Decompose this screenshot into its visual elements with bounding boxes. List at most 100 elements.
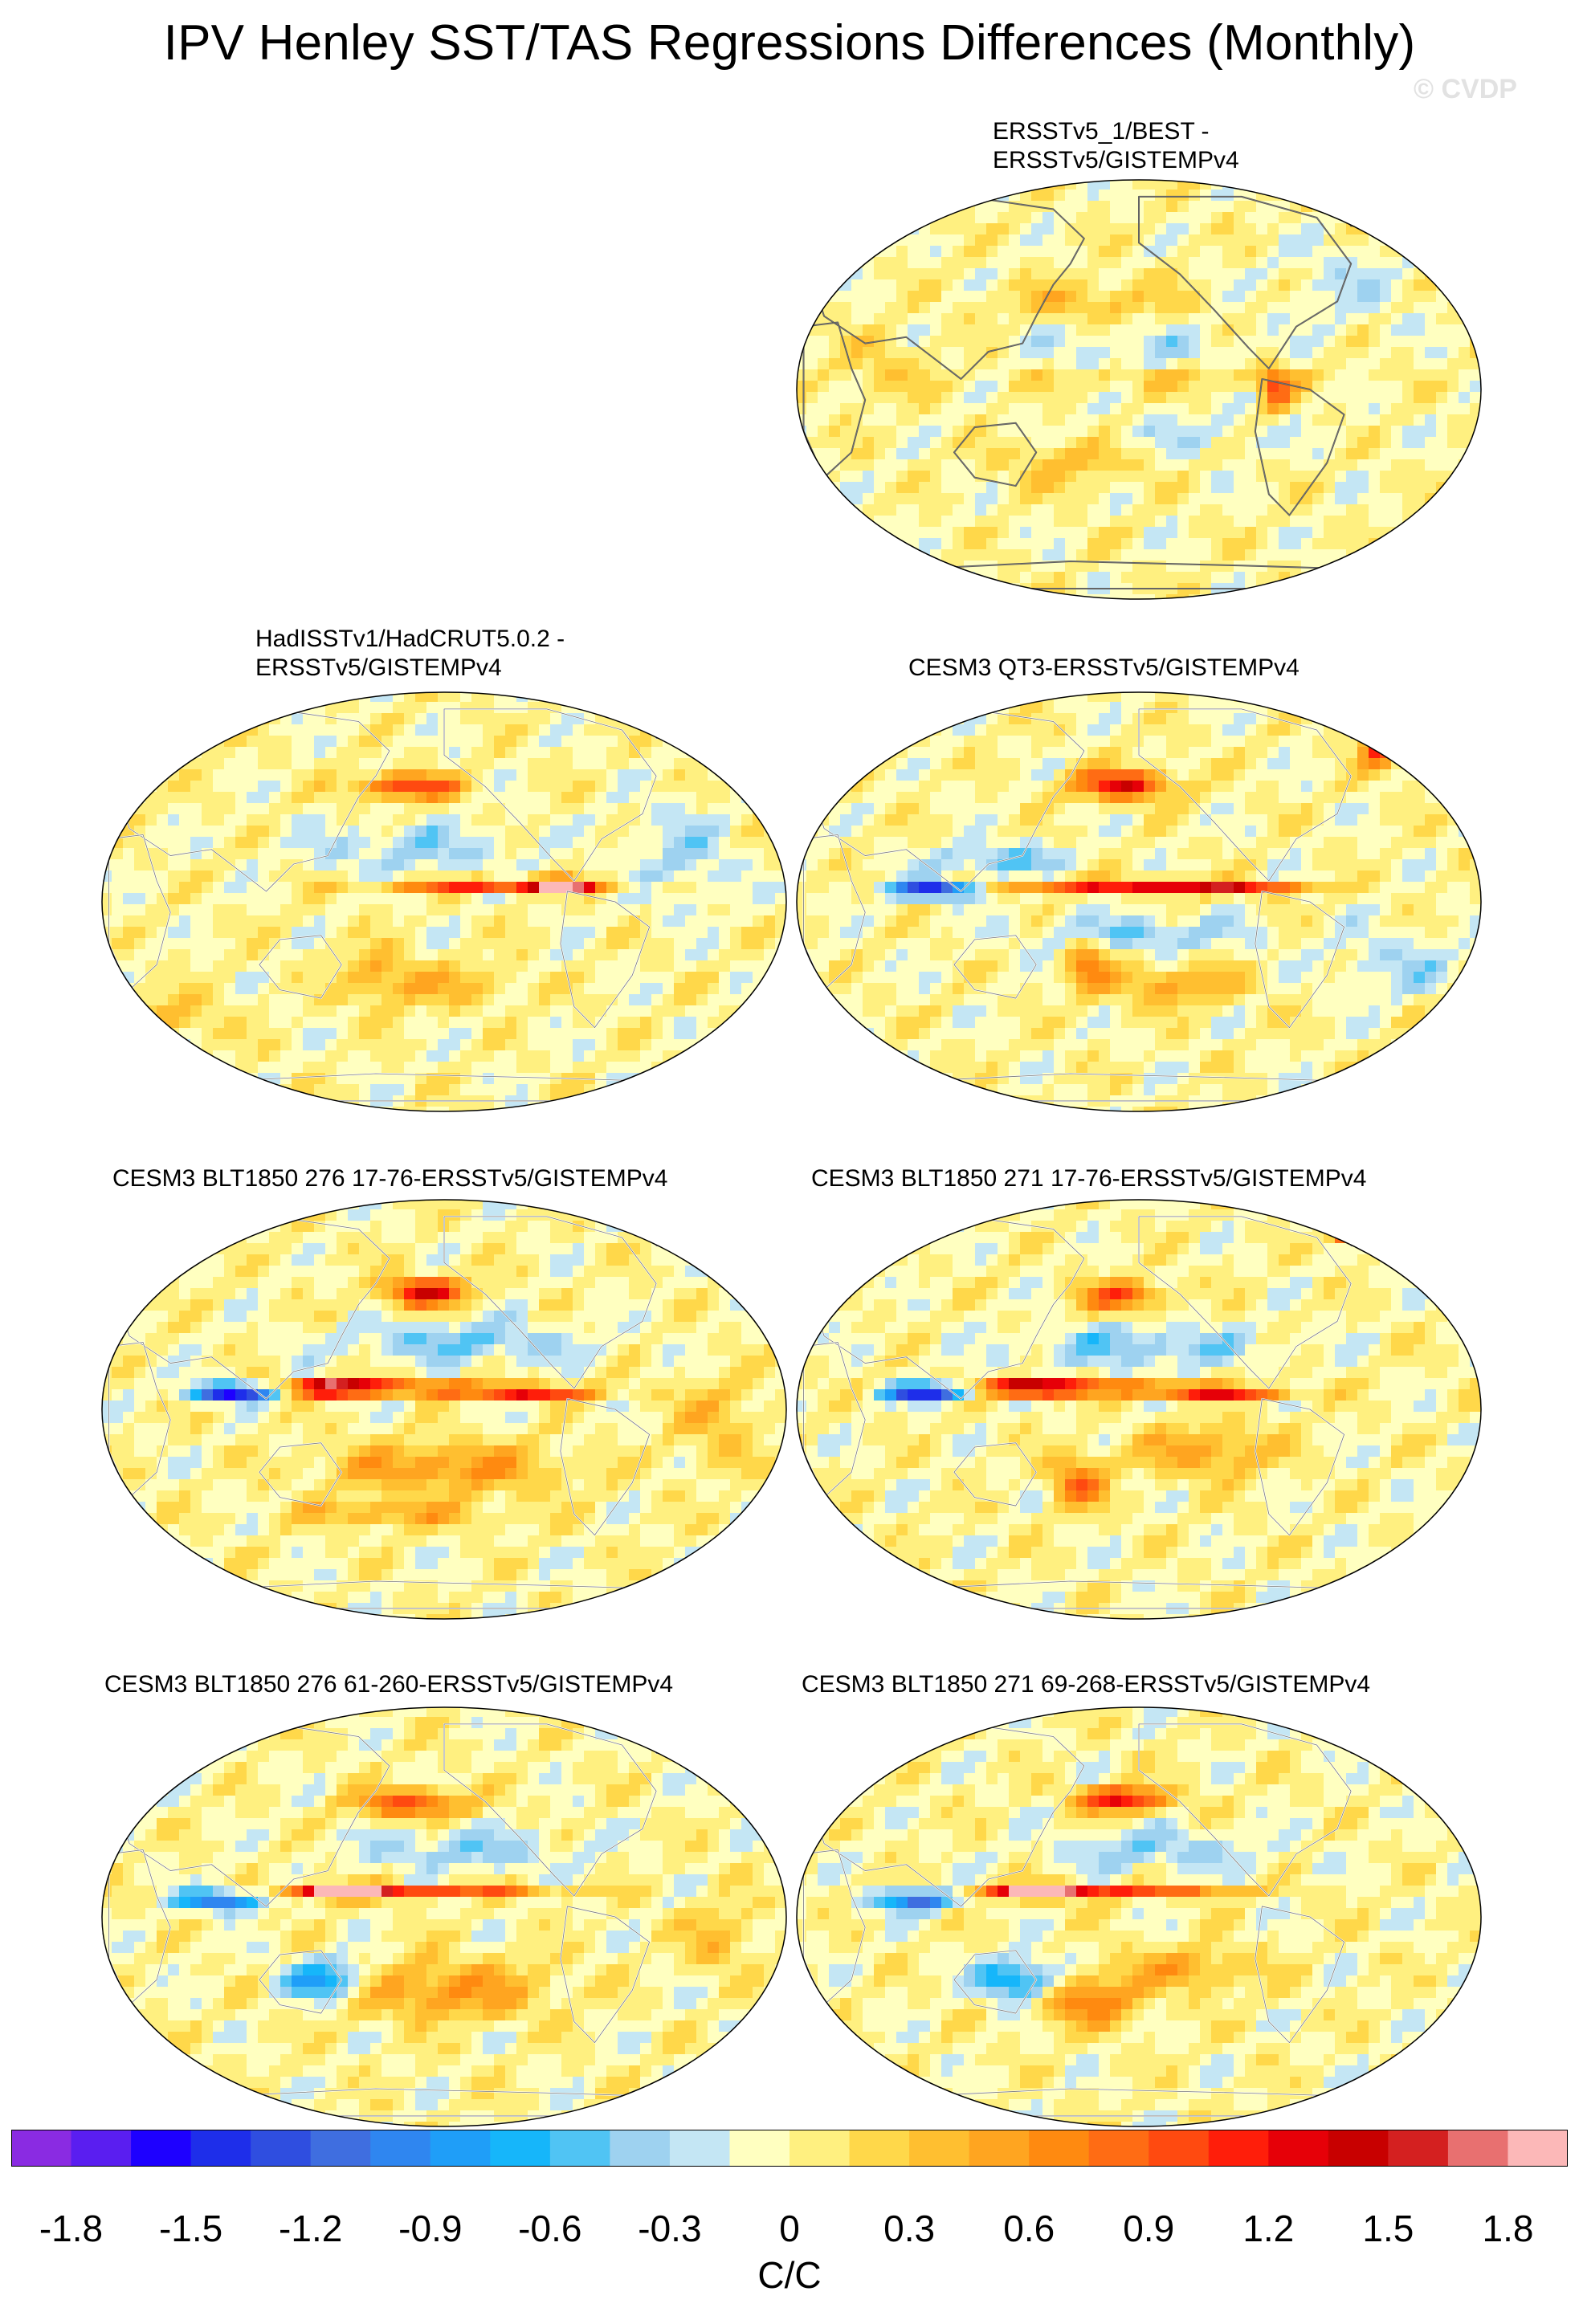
coastline xyxy=(953,1950,1037,2014)
colorbar-frame xyxy=(11,2130,1568,2167)
coastline xyxy=(443,1216,657,1389)
colorbar-tick-label: 0.6 xyxy=(1003,2208,1055,2249)
coastline xyxy=(560,1398,650,1536)
colorbar-swatch xyxy=(969,2130,1030,2167)
coastline xyxy=(1138,708,1352,882)
map-border xyxy=(101,691,787,1112)
map-border xyxy=(796,1199,1482,1620)
colorbar-swatch xyxy=(790,2130,851,2167)
map-field xyxy=(797,1200,1481,1619)
panel-title-ersst-best: ERSSTv5_1/BEST - ERSSTv5/GISTEMPv4 xyxy=(993,118,1239,173)
colorbar-swatch xyxy=(1508,2130,1568,2167)
colorbar xyxy=(11,2130,1568,2167)
colorbar-tick-label: -0.3 xyxy=(638,2208,702,2249)
coastline xyxy=(259,1950,342,2014)
map-blt1850-271-69-268 xyxy=(796,1706,1482,2127)
panel-title-blt1850-276-61-260: CESM3 BLT1850 276 61-260-ERSSTv5/GISTEMP… xyxy=(104,1671,674,1698)
map-cesm3-qt3 xyxy=(796,691,1482,1112)
map-field xyxy=(102,1200,786,1619)
map-blt1850-271-17-76 xyxy=(796,1199,1482,1620)
colorbar-tick-label: 1.2 xyxy=(1242,2208,1295,2249)
colorbar-swatch xyxy=(131,2130,192,2167)
coastline xyxy=(1255,378,1344,516)
coastline xyxy=(953,1442,1037,1507)
map-panel-blt1850-271-17-76 xyxy=(795,1198,1483,1621)
map-blt1850-276-17-76 xyxy=(101,1199,787,1620)
map-panel-blt1850-271-69-268 xyxy=(795,1706,1483,2128)
cvdp-watermark: © CVDP xyxy=(1414,74,1517,104)
colorbar-tick-label: 1.8 xyxy=(1482,2208,1534,2249)
coastline xyxy=(443,1723,657,1897)
map-panel-blt1850-276-17-76 xyxy=(100,1198,788,1621)
colorbar-swatch xyxy=(849,2130,910,2167)
coastline xyxy=(1255,1398,1344,1536)
map-field xyxy=(102,1707,786,2126)
colorbar-tick-label: -1.2 xyxy=(279,2208,343,2249)
colorbar-swatch xyxy=(1388,2130,1449,2167)
colorbar-swatch xyxy=(190,2130,251,2167)
panel-title-hadisst-hadcrut: HadISSTv1/HadCRUT5.0.2 - ERSSTv5/GISTEMP… xyxy=(255,626,565,681)
map-field xyxy=(797,692,1481,1111)
map-border xyxy=(796,691,1482,1112)
colorbar-swatch xyxy=(549,2130,610,2167)
coastline xyxy=(1138,196,1352,369)
coastline xyxy=(560,1906,650,2044)
colorbar-tick-label: -1.8 xyxy=(39,2208,104,2249)
coastline xyxy=(560,891,650,1029)
colorbar-swatch xyxy=(490,2130,551,2167)
colorbar-swatch xyxy=(1268,2130,1329,2167)
map-hadisst-hadcrut xyxy=(101,691,787,1112)
figure-title: IPV Henley SST/TAS Regressions Differenc… xyxy=(163,15,1416,71)
colorbar-tick-label: 0 xyxy=(779,2208,800,2249)
map-panel-hadisst-hadcrut xyxy=(100,691,788,1113)
colorbar-swatch xyxy=(669,2130,730,2167)
coastline xyxy=(1255,1906,1344,2044)
colorbar-swatch xyxy=(1088,2130,1149,2167)
coastline xyxy=(259,935,342,999)
colorbar-swatch xyxy=(251,2130,312,2167)
colorbar-swatch xyxy=(11,2130,72,2167)
colorbar-swatch xyxy=(71,2130,132,2167)
colorbar-tick-label: -0.9 xyxy=(398,2208,463,2249)
colorbar-unit-label: C/C xyxy=(757,2254,822,2296)
colorbar-tick-label: -0.6 xyxy=(518,2208,582,2249)
map-border xyxy=(101,1706,787,2127)
colorbar-tick-label: 1.5 xyxy=(1362,2208,1414,2249)
map-border xyxy=(101,1199,787,1620)
coastline xyxy=(1255,891,1344,1029)
map-border xyxy=(796,179,1482,600)
colorbar-swatch xyxy=(1029,2130,1090,2167)
panel-title-blt1850-271-17-76: CESM3 BLT1850 271 17-76-ERSSTv5/GISTEMPv… xyxy=(811,1165,1367,1192)
colorbar-swatch xyxy=(729,2130,790,2167)
colorbar-swatch xyxy=(1328,2130,1389,2167)
map-ersst-best xyxy=(796,179,1482,600)
panel-title-blt1850-271-69-268: CESM3 BLT1850 271 69-268-ERSSTv5/GISTEMP… xyxy=(802,1671,1371,1698)
colorbar-swatch xyxy=(370,2130,431,2167)
coastline xyxy=(953,935,1037,999)
colorbar-tick-label: 0.3 xyxy=(883,2208,936,2249)
coastline xyxy=(259,1442,342,1507)
colorbar-tick-label: -1.5 xyxy=(158,2208,223,2249)
colorbar-swatch xyxy=(430,2130,491,2167)
coastline xyxy=(953,422,1037,487)
coastline xyxy=(443,708,657,882)
map-panel-cesm3-qt3 xyxy=(795,691,1483,1113)
map-panel-blt1850-276-61-260 xyxy=(100,1706,788,2128)
colorbar-swatch xyxy=(1208,2130,1269,2167)
coastline xyxy=(1138,1723,1352,1897)
map-blt1850-276-61-260 xyxy=(101,1706,787,2127)
panel-title-blt1850-276-17-76: CESM3 BLT1850 276 17-76-ERSSTv5/GISTEMPv… xyxy=(112,1165,668,1192)
colorbar-swatch xyxy=(610,2130,671,2167)
map-border xyxy=(796,1706,1482,2127)
map-field xyxy=(797,180,1481,599)
map-field xyxy=(102,692,786,1111)
map-field xyxy=(797,1707,1481,2126)
colorbar-swatch xyxy=(1447,2130,1508,2167)
colorbar-swatch xyxy=(310,2130,371,2167)
coastline xyxy=(1138,1216,1352,1389)
colorbar-swatch xyxy=(909,2130,970,2167)
colorbar-swatch xyxy=(1149,2130,1210,2167)
panel-title-cesm3-qt3: CESM3 QT3-ERSSTv5/GISTEMPv4 xyxy=(908,654,1300,681)
colorbar-tick-label: 0.9 xyxy=(1123,2208,1175,2249)
map-panel-ersst-best xyxy=(795,178,1483,601)
